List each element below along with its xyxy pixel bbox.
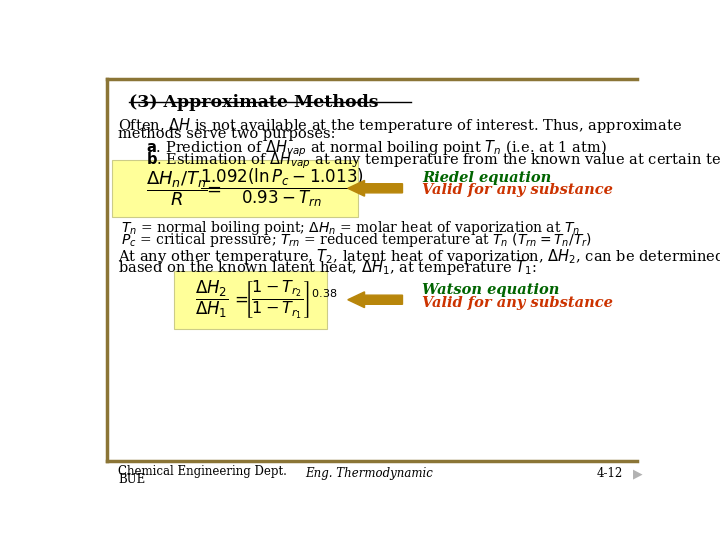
Text: $T_n$ = normal boiling point; $\Delta H_n$ = molar heat of vaporization at $T_n$: $T_n$ = normal boiling point; $\Delta H_… (121, 219, 580, 238)
Text: $\mathbf{b}$. Estimation of $\Delta H_{vap}$ at any temperature from the known v: $\mathbf{b}$. Estimation of $\Delta H_{v… (145, 151, 720, 171)
Text: Valid for any substance: Valid for any substance (422, 295, 613, 309)
Text: Valid for any substance: Valid for any substance (422, 183, 613, 197)
Text: $\left[\dfrac{1 - T_{r_2}}{1 - T_{r_1}}\right]^{0.38}$: $\left[\dfrac{1 - T_{r_2}}{1 - T_{r_1}}\… (244, 279, 338, 321)
FancyArrow shape (348, 180, 402, 196)
Text: $P_c$ = critical pressure; $T_{rn}$ = reduced temperature at $T_n$ $(T_{rn} = T_: $P_c$ = critical pressure; $T_{rn}$ = re… (121, 231, 592, 249)
Text: $=$: $=$ (204, 179, 222, 197)
Text: Watson equation: Watson equation (422, 283, 559, 297)
FancyArrow shape (348, 292, 402, 308)
Text: 4-12: 4-12 (597, 467, 623, 480)
Text: methods serve two purposes:: methods serve two purposes: (118, 127, 336, 141)
Text: Chemical Engineering Dept.: Chemical Engineering Dept. (118, 465, 287, 478)
Text: ▶: ▶ (633, 467, 642, 480)
FancyBboxPatch shape (174, 271, 327, 329)
Text: $\mathbf{a}$. Prediction of $\Delta H_{vap}$ at normal boiling point $T_n$ (i.e.: $\mathbf{a}$. Prediction of $\Delta H_{v… (145, 139, 606, 159)
Text: Often, $\Delta H$ is not available at the temperature of interest. Thus, approxi: Often, $\Delta H$ is not available at th… (118, 116, 683, 134)
Text: $=$: $=$ (231, 291, 248, 308)
Text: (3) Approximate Methods: (3) Approximate Methods (129, 94, 379, 111)
Text: BUE: BUE (118, 473, 145, 486)
Text: based on the known latent heat, $\Delta H_1$, at temperature $T_1$:: based on the known latent heat, $\Delta … (118, 258, 536, 277)
Text: At any other temperature, $T_2$, latent heat of vaporization, $\Delta H_2$, can : At any other temperature, $T_2$, latent … (118, 246, 720, 266)
Text: Riedel equation: Riedel equation (422, 171, 552, 185)
Text: $\dfrac{\Delta H_2}{\Delta H_1}$: $\dfrac{\Delta H_2}{\Delta H_1}$ (194, 279, 228, 320)
Text: Eng. Thermodynamic: Eng. Thermodynamic (305, 467, 433, 480)
Text: $\dfrac{1.092(\ln P_c - 1.013)}{0.93 - T_{rn}}$: $\dfrac{1.092(\ln P_c - 1.013)}{0.93 - T… (200, 167, 365, 210)
FancyBboxPatch shape (112, 160, 358, 217)
Text: $\dfrac{\Delta H_n / T_n}{R}$: $\dfrac{\Delta H_n / T_n}{R}$ (145, 169, 207, 207)
